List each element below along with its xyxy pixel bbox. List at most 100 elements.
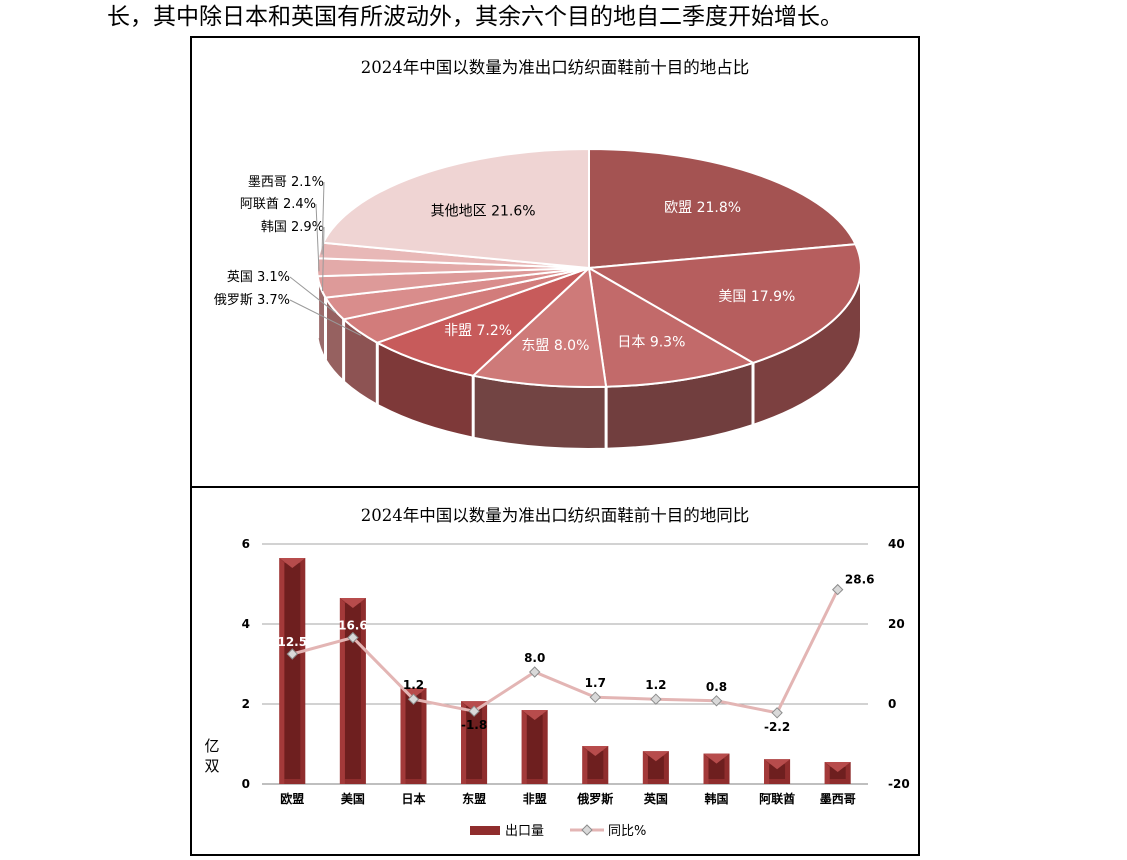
yoy-data-label: 1.2: [645, 678, 666, 692]
pie-chart-title: 2024年中国以数量为准出口纺织面鞋前十目的地占比: [360, 58, 750, 77]
yoy-data-label: 12.5: [277, 635, 307, 649]
bar-bevel-left: [824, 762, 830, 784]
y-tick-label: 4: [242, 617, 250, 631]
yoy-data-label: -1.8: [461, 718, 487, 732]
bar-韩国: [703, 753, 730, 784]
yoy-data-label: 16.6: [338, 619, 368, 633]
x-tick-label: 日本: [401, 791, 425, 806]
legend-line-marker: [581, 824, 593, 836]
slice-英国-label: 英国 3.1%: [227, 270, 290, 285]
yoy-data-label: 8.0: [524, 651, 545, 665]
yoy-marker: [650, 693, 662, 705]
y-tick-label: 0: [242, 777, 250, 791]
bar-bevel-left: [703, 753, 709, 784]
y-axis-title: 亿双: [204, 737, 219, 775]
slice-日本-label: 日本 9.3%: [617, 335, 685, 351]
bar-inner: [829, 767, 846, 779]
yoy-marker: [589, 691, 602, 703]
bar-chart-panel: 2024年中国以数量为准出口纺织面鞋前十目的地同比 0 2 4 6 -20 0 20 40 亿双…: [190, 486, 920, 856]
slice-其他地区-top: [321, 147, 590, 270]
bar-bevel-left: [582, 746, 588, 784]
slice-俄罗斯-leader: [289, 299, 362, 336]
bar-阿联酋: [764, 759, 791, 784]
bar-inner: [344, 603, 361, 779]
slice-墨西哥-label: 墨西哥 2.1%: [248, 175, 324, 190]
yoy-marker: [468, 705, 480, 717]
bar-inner: [587, 751, 604, 779]
bar-bevel: [642, 751, 669, 762]
y-tick-label: 6: [242, 537, 250, 551]
bar-inner: [526, 715, 543, 779]
bar-bevel-left: [279, 558, 285, 784]
slice-英国-leader: [289, 276, 336, 314]
x-tick-label: 韩国: [704, 791, 728, 806]
bar-inner: [769, 764, 786, 779]
y-axis-title-char: 亿: [204, 737, 219, 755]
bar-chart-title: 2024年中国以数量为准出口纺织面鞋前十目的地同比: [360, 506, 750, 525]
x-tick-label: 美国: [341, 791, 365, 806]
slice-墨西哥-leader: [321, 181, 325, 255]
bar-bevel-left: [764, 759, 770, 784]
slice-非盟-label: 非盟 7.2%: [444, 323, 512, 339]
bar-inner: [647, 756, 664, 779]
y-axis-title-char: 双: [204, 757, 219, 775]
slice-东盟-top: [471, 265, 608, 389]
yoy-marker: [347, 631, 359, 644]
bar-英国: [642, 751, 669, 784]
y-tick-label: 2: [242, 697, 250, 711]
bar-bevel: [521, 710, 548, 720]
x-tick-label: 墨西哥: [820, 792, 856, 806]
yoy-marker: [710, 695, 723, 707]
intro-text: 长，其中除日本和英国有所波动外，其余六个目的地自二季度开始增长。: [107, 4, 843, 30]
y2-tick-label: -20: [888, 777, 910, 791]
legend-bar-label: 出口量: [505, 824, 544, 839]
slice-美国-label: 美国 17.9%: [718, 289, 795, 305]
bar-bevel: [279, 558, 306, 568]
pie-chart-panel: 2024年中国以数量为准出口纺织面鞋前十目的地占比 欧盟 21.8% 美国 17.…: [190, 36, 920, 488]
bar-bevel-left: [400, 688, 406, 784]
bar-美国: [339, 598, 366, 784]
slice-欧盟-top: [588, 147, 858, 270]
bar-inner: [405, 693, 422, 779]
slice-欧盟-label: 欧盟 21.8%: [664, 200, 741, 216]
bar-inner: [708, 758, 725, 779]
yoy-line: [291, 588, 840, 715]
x-tick-label: 俄罗斯: [576, 791, 613, 806]
bar-bevel-left: [521, 710, 527, 784]
yoy-data-label: 1.7: [585, 676, 606, 690]
slice-阿联酋-leader: [315, 203, 320, 272]
yoy-marker: [407, 693, 420, 705]
yoy-data-label: -2.2: [764, 720, 790, 734]
bar-欧盟: [279, 558, 306, 784]
x-tick-label: 英国: [644, 791, 668, 806]
yoy-data-label: 1.2: [403, 678, 424, 692]
bar-bevel: [764, 759, 791, 770]
x-tick-label: 欧盟: [280, 791, 304, 806]
y2-tick-label: 20: [888, 617, 905, 631]
x-tick-label: 阿联酋: [759, 791, 795, 806]
y2-tick-label: 0: [888, 697, 896, 711]
y2-tick-label: 40: [888, 537, 905, 551]
slice-非盟-top: [374, 267, 590, 377]
yoy-marker: [771, 707, 783, 719]
bar-bevel-left: [461, 701, 467, 784]
slice-阿联酋-label: 阿联酋 2.4%: [240, 196, 316, 212]
bar-bevel: [339, 598, 366, 608]
yoy-marker: [286, 648, 299, 660]
yoy-data-label: 28.6: [845, 573, 875, 587]
x-tick-label: 非盟: [523, 791, 547, 806]
bar-俄罗斯: [582, 746, 609, 784]
yoy-marker: [528, 666, 541, 678]
slice-韩国-leader: [322, 226, 325, 292]
yoy-marker: [831, 583, 844, 596]
bar-墨西哥: [824, 762, 851, 784]
legend-bar-swatch: [470, 826, 500, 835]
slice-韩国-label: 韩国 2.9%: [261, 220, 324, 235]
bar-inner: [284, 563, 301, 779]
slice-俄罗斯-label: 俄罗斯 3.7%: [214, 293, 290, 308]
bar-非盟: [521, 710, 548, 784]
bar-bevel-left: [339, 598, 345, 784]
bar-inner: [466, 706, 483, 779]
bar-日本: [400, 688, 427, 784]
